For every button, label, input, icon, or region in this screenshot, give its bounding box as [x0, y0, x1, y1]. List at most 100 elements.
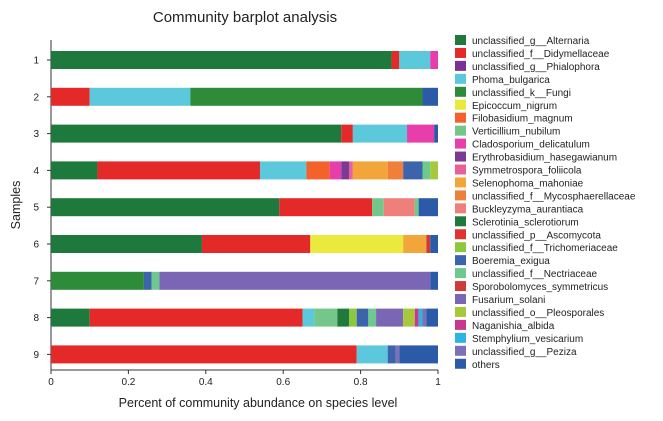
- legend-swatch: [455, 164, 466, 175]
- legend-swatch: [455, 151, 466, 162]
- bar-segment: [422, 87, 438, 106]
- legend-label: unclassified_k__Fungi: [472, 88, 571, 99]
- legend-label: Sclerotinia_sclerotiorum: [472, 217, 579, 228]
- bar-segment: [190, 87, 423, 106]
- bar-segment: [329, 161, 342, 180]
- x-axis-label: Percent of community abundance on specie…: [119, 396, 398, 410]
- legend-swatch: [455, 138, 466, 149]
- bar-segment: [407, 124, 435, 143]
- legend-label: Phoma_bulgarica: [472, 75, 550, 86]
- legend-swatch: [455, 281, 466, 292]
- bar-segment: [97, 161, 260, 180]
- bar-segment: [337, 308, 349, 327]
- legend-label: unclassified_g__Peziza: [472, 347, 577, 358]
- legend-swatch: [455, 319, 466, 330]
- y-tick-label: 3: [33, 129, 39, 140]
- legend-swatch: [455, 35, 466, 45]
- legend-label: Stemphylium_vesicarium: [472, 334, 583, 345]
- y-tick-label: 8: [33, 313, 39, 324]
- legend-swatch: [455, 203, 466, 214]
- bar-segment: [418, 198, 438, 217]
- legend-swatch: [455, 255, 466, 266]
- legend-label: unclassified_p__Ascomycota: [472, 230, 601, 241]
- bar-segment: [159, 271, 431, 290]
- legend-label: unclassified_o__Pleosporales: [472, 308, 604, 319]
- bar-segment: [399, 345, 438, 364]
- legend-label: Buckleyzyma_aurantiaca: [472, 204, 584, 215]
- legend-label: Epicoccum_nigrum: [472, 101, 557, 112]
- bar-segment: [348, 161, 353, 180]
- bar-segment: [348, 308, 357, 327]
- bar-segment: [51, 51, 392, 69]
- legend-swatch: [455, 73, 466, 84]
- x-tick-label: 0: [48, 377, 54, 388]
- bar-segment: [201, 235, 311, 253]
- legend-swatch: [455, 268, 466, 279]
- legend-swatch: [455, 125, 466, 136]
- bar-segment: [383, 198, 415, 217]
- bar-segment: [306, 161, 330, 180]
- bar-segment: [302, 308, 315, 327]
- legend-label: Boeremia_exigua: [472, 256, 550, 267]
- bar-segment: [414, 198, 419, 217]
- bar-segment: [51, 308, 90, 327]
- legend-label: unclassified_g__Alternaria: [472, 36, 590, 47]
- bar-segment: [51, 198, 280, 217]
- chart-title: Community barplot analysis: [153, 9, 337, 26]
- bar-segment: [259, 161, 307, 180]
- bar-segment: [403, 161, 423, 180]
- legend-swatch: [455, 177, 466, 188]
- legend-swatch: [455, 47, 466, 58]
- bar-segment: [314, 308, 338, 327]
- legend-label: Symmetrospora_foliicola: [472, 166, 582, 177]
- legend-label: Naganishia_albida: [472, 321, 555, 332]
- bar-segment: [341, 124, 353, 143]
- legend-label: Sporobolomyces_symmetricus: [472, 282, 608, 293]
- plot-area: 0 0.2 0.4 0.6 0.8 1 1 2 3 4 5 6 7 8 9: [33, 40, 441, 388]
- y-tick-label: 7: [33, 276, 39, 287]
- legend-swatch: [455, 332, 466, 343]
- bar-segment: [341, 161, 349, 180]
- bar-segment: [430, 51, 438, 69]
- legend-swatch: [455, 358, 466, 369]
- legend-label: unclassified_g__Phialophora: [472, 62, 600, 73]
- y-tick-label: 1: [33, 56, 39, 67]
- legend-label: others: [472, 360, 500, 371]
- legend-swatch: [455, 242, 466, 253]
- y-tick-label: 2: [33, 92, 39, 103]
- bar-segment: [352, 161, 388, 180]
- bar-segment: [51, 161, 98, 180]
- bar-segment: [376, 308, 404, 327]
- legend-swatch: [455, 112, 466, 123]
- bar-segment: [403, 235, 427, 253]
- legend-label: unclassified_f__Nectriaceae: [472, 269, 598, 280]
- legend-swatch: [455, 86, 466, 97]
- bar-segment: [426, 235, 431, 253]
- y-tick-label: 5: [33, 203, 39, 214]
- legend-swatch: [455, 60, 466, 71]
- y-tick-label: 9: [33, 350, 39, 361]
- bar-segment: [279, 198, 373, 217]
- bar-segment: [422, 161, 431, 180]
- y-axis-label: Samples: [9, 181, 23, 230]
- bar-segment: [51, 87, 90, 106]
- bar-segment: [356, 345, 388, 364]
- y-tick-label: 4: [33, 166, 39, 177]
- bar-segment: [89, 87, 191, 106]
- legend-label: Erythrobasidium_hasegawianum: [472, 153, 617, 164]
- bar-segment: [422, 308, 427, 327]
- legend-swatch: [455, 216, 466, 227]
- legend-swatch: [455, 306, 466, 317]
- bar-segment: [434, 124, 438, 143]
- x-tick-label: 0.4: [199, 377, 213, 388]
- bar-segment: [368, 308, 377, 327]
- legend-swatch: [455, 229, 466, 240]
- legend-label: unclassified_f__Trichomeriaceae: [472, 243, 618, 254]
- bar-segment: [426, 308, 438, 327]
- x-tick-label: 1: [435, 377, 441, 388]
- bar-segment: [51, 124, 342, 143]
- x-tick-label: 0.2: [121, 377, 135, 388]
- bar-segment: [51, 345, 357, 364]
